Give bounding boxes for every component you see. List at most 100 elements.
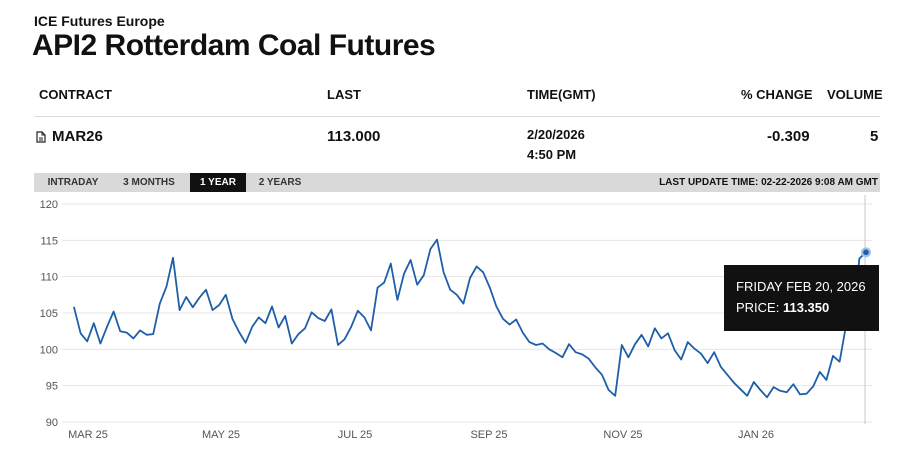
data-point bbox=[674, 349, 676, 351]
y-tick-label: 95 bbox=[46, 381, 58, 393]
data-point bbox=[528, 341, 531, 343]
data-point bbox=[390, 262, 392, 265]
data-point bbox=[581, 353, 583, 356]
data-point bbox=[726, 374, 729, 376]
header-divider bbox=[34, 116, 880, 117]
tab-1-year[interactable]: 1 YEAR bbox=[190, 173, 246, 192]
contract-symbol[interactable]: MAR26 bbox=[52, 128, 103, 145]
tooltip-date: FRIDAY FEB 20, 2026 bbox=[736, 279, 866, 294]
data-point bbox=[370, 329, 372, 332]
hover-marker bbox=[861, 247, 871, 258]
data-point bbox=[423, 274, 425, 276]
data-point bbox=[555, 352, 557, 354]
data-point bbox=[654, 327, 656, 329]
data-point bbox=[469, 277, 471, 279]
data-point bbox=[212, 309, 214, 311]
data-point bbox=[291, 342, 293, 345]
x-tick-label: SEP 25 bbox=[470, 429, 507, 441]
data-point bbox=[621, 344, 623, 346]
volume: 5 bbox=[870, 128, 879, 145]
y-tick-label: 100 bbox=[40, 344, 58, 356]
data-point bbox=[113, 310, 115, 313]
data-point bbox=[766, 396, 768, 398]
data-point bbox=[350, 326, 352, 328]
x-tick-label: MAR 25 bbox=[68, 429, 108, 441]
data-point bbox=[713, 351, 715, 353]
price-points bbox=[73, 239, 867, 398]
column-header-volume: VOLUME bbox=[827, 87, 883, 102]
data-point bbox=[396, 299, 398, 301]
data-point bbox=[86, 340, 88, 342]
data-point bbox=[403, 273, 405, 275]
data-point bbox=[660, 337, 663, 340]
x-tick-label: JUL 25 bbox=[338, 429, 372, 441]
data-point bbox=[825, 379, 828, 381]
data-point bbox=[489, 286, 491, 289]
data-point bbox=[258, 316, 260, 318]
tooltip-price-label: PRICE: bbox=[736, 300, 780, 315]
data-point bbox=[786, 391, 788, 393]
data-point bbox=[139, 329, 141, 332]
data-point bbox=[238, 331, 240, 333]
data-point bbox=[159, 302, 161, 305]
data-point bbox=[126, 332, 128, 334]
data-point bbox=[324, 320, 326, 322]
exchange-label: ICE Futures Europe bbox=[34, 13, 165, 29]
hover-marker-dot bbox=[863, 249, 869, 256]
data-point bbox=[522, 332, 524, 334]
data-point bbox=[449, 289, 451, 291]
data-point bbox=[693, 348, 696, 350]
data-point bbox=[377, 286, 379, 289]
tab-3-months[interactable]: 3 MONTHS bbox=[123, 177, 175, 188]
trade-time: 4:50 PM bbox=[527, 147, 577, 162]
data-point bbox=[806, 393, 808, 395]
y-tick-label: 120 bbox=[40, 199, 58, 211]
data-point bbox=[548, 348, 550, 350]
data-point bbox=[363, 316, 365, 318]
y-tick-label: 115 bbox=[40, 235, 58, 247]
last-update-time: LAST UPDATE TIME: 02-22-2026 9:08 AM GMT bbox=[659, 177, 878, 188]
data-point bbox=[357, 310, 359, 312]
column-header-time: TIME(GMT) bbox=[527, 87, 596, 102]
price-tooltip: FRIDAY FEB 20, 2026 PRICE: 113.350 bbox=[724, 265, 879, 331]
data-point bbox=[627, 356, 630, 358]
data-point bbox=[720, 366, 722, 368]
data-point bbox=[99, 342, 101, 345]
column-header-change: % CHANGE bbox=[741, 87, 813, 102]
data-point bbox=[733, 382, 735, 384]
x-tick-label: JAN 26 bbox=[738, 429, 774, 441]
tab-intraday[interactable]: INTRADAY bbox=[47, 177, 99, 188]
data-point bbox=[198, 297, 200, 299]
tab-2-years[interactable]: 2 YEARS bbox=[258, 177, 302, 188]
data-point bbox=[317, 317, 319, 319]
page-title: API2 Rotterdam Coal Futures bbox=[32, 29, 436, 62]
data-point bbox=[165, 286, 167, 288]
y-tick-label: 110 bbox=[40, 272, 58, 284]
data-point bbox=[297, 333, 299, 335]
data-point bbox=[832, 355, 834, 357]
data-point bbox=[218, 304, 220, 306]
y-axis: 90 95 100 105 110 115 120 bbox=[40, 199, 58, 429]
data-point bbox=[311, 311, 313, 313]
data-point bbox=[330, 308, 332, 310]
data-point bbox=[416, 284, 418, 286]
data-point bbox=[608, 389, 610, 391]
data-point bbox=[278, 326, 280, 329]
data-point bbox=[601, 374, 603, 376]
data-point bbox=[456, 294, 458, 296]
data-point bbox=[515, 318, 517, 321]
tooltip-price-row: PRICE: 113.350 bbox=[736, 300, 829, 315]
data-point bbox=[476, 265, 478, 268]
data-point bbox=[634, 343, 636, 345]
data-point bbox=[647, 345, 649, 348]
data-point bbox=[106, 326, 108, 328]
data-point bbox=[119, 330, 121, 332]
data-point bbox=[429, 248, 431, 250]
data-point bbox=[740, 388, 742, 390]
data-point bbox=[792, 383, 795, 385]
data-point bbox=[839, 361, 841, 363]
tooltip-price-value: 113.350 bbox=[782, 300, 830, 315]
data-point bbox=[146, 334, 148, 336]
data-point bbox=[93, 322, 95, 324]
x-tick-label: NOV 25 bbox=[603, 429, 642, 441]
